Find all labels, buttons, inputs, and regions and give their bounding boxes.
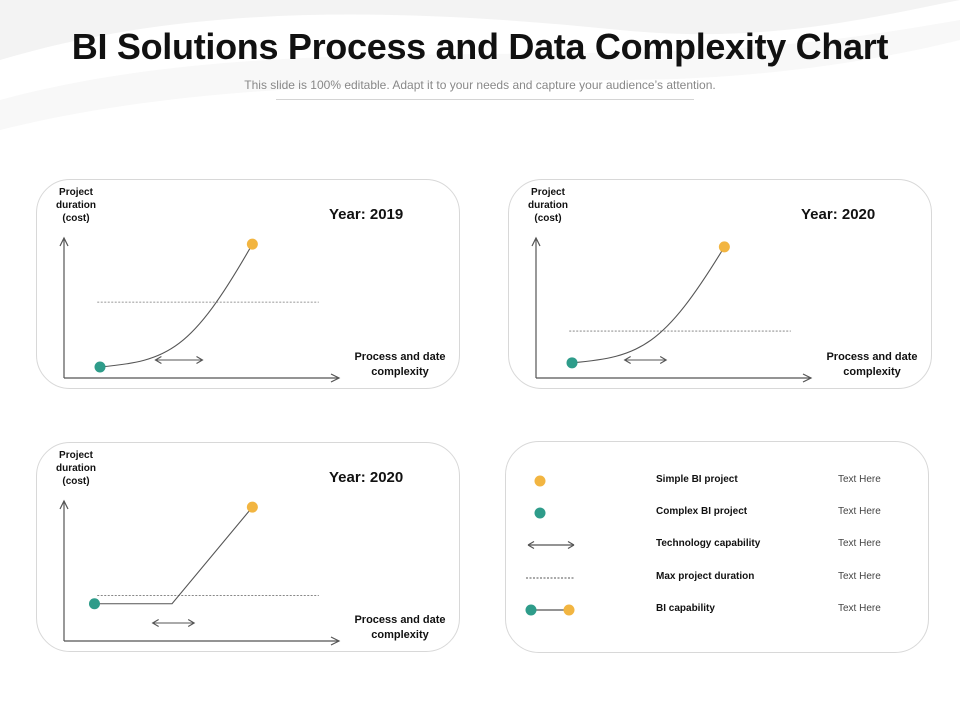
bi-capability-curve [99,243,253,368]
complex-bi-project-point [94,361,106,373]
legend-text: Text Here [838,474,881,485]
simple-bi-project-point [718,241,730,253]
y-axis-label: Project duration (cost) [56,187,96,224]
chart-panel-2020-a: Project duration (cost) Year: 2020 Proce… [508,179,932,389]
chart-year-title: Year: 2020 [801,206,876,223]
legend-panel: Simple BI project Text Here Complex BI p… [505,441,929,653]
x-axis-arrowhead [802,373,813,383]
legend-text: Text Here [838,571,881,582]
capability-line-icon [525,604,575,616]
legend-item-simple: Simple BI project Text Here [506,471,928,491]
bi-capability-curve [571,246,725,364]
chart-canvas [531,236,813,383]
y-axis-label: Project duration (cost) [56,450,96,487]
background-swoosh [0,0,960,130]
legend-label: Complex BI project [656,506,748,517]
y-axis-arrowhead [59,499,69,510]
legend-label: Max project duration [656,571,755,582]
double-arrow-icon [527,540,575,550]
legend-item-technology: Technology capability Text Here [506,535,928,555]
x-axis-label: Process and date complexity [354,351,446,378]
legend-label: Technology capability [656,538,761,549]
legend-text: Text Here [838,603,881,614]
legend-item-complex: Complex BI project Text Here [506,503,928,523]
technology-capability-arrowheads [151,619,196,627]
chart-canvas [59,236,341,383]
chart-year-title: Year: 2020 [329,469,404,486]
subtitle-divider [276,99,694,100]
chart-canvas [59,499,341,646]
legend-text: Text Here [838,506,881,517]
x-axis-arrowhead [330,373,341,383]
legend-item-bi-capability: BI capability Text Here [506,600,928,620]
y-axis-label: Project duration (cost) [528,187,568,224]
technology-capability-arrowheads [154,356,204,364]
legend-label: Simple BI project [656,474,738,485]
bi-capability-curve [94,506,253,605]
chart-panel-2020-b: Project duration (cost) Year: 2020 Proce… [36,442,460,652]
simple-bi-project-point [246,501,258,513]
x-axis-arrowhead [330,636,341,646]
legend-text: Text Here [838,538,881,549]
x-axis-label: Process and date complexity [826,351,918,378]
technology-capability-arrowheads [623,356,668,364]
complex-dot-icon [534,507,546,519]
complex-bi-project-point [88,598,100,610]
chart-year-title: Year: 2019 [329,206,404,223]
y-axis-arrowhead [59,236,69,247]
legend-label: BI capability [656,603,715,614]
dashed-line-icon [526,577,574,579]
legend-item-max-duration: Max project duration Text Here [506,568,928,588]
chart-panel-2019: Project duration (cost) Year: 2019 Proce… [36,179,460,389]
y-axis-arrowhead [531,236,541,247]
complex-bi-project-point [566,357,578,369]
page-subtitle: This slide is 100% editable. Adapt it to… [244,78,716,92]
simple-bi-project-point [246,238,258,250]
page-title: BI Solutions Process and Data Complexity… [71,26,889,67]
x-axis-label: Process and date complexity [354,614,446,641]
simple-dot-icon [534,475,546,487]
